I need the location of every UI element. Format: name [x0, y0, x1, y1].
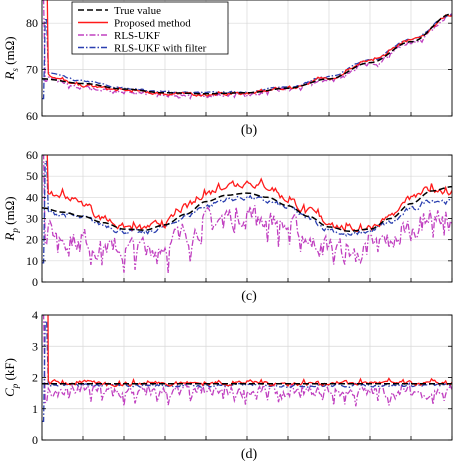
panel-label: (d) [241, 447, 258, 462]
series-line-rls-ukf-with-filter [42, 14, 452, 100]
series-line-rls-ukf [42, 0, 452, 101]
series-group [42, 315, 452, 422]
y-axis-label: Rp (mΩ) [2, 196, 20, 241]
y-tick-label: 60 [26, 148, 38, 162]
panel-label: (b) [241, 123, 258, 138]
series-line-proposed-method [46, 155, 452, 233]
panel-label: (c) [241, 289, 257, 304]
series-line-proposed-method [46, 0, 452, 97]
y-tick-label: 50 [26, 169, 38, 183]
series-line-true-value [42, 186, 452, 232]
legend-label: RLS-UKF with filter [114, 43, 207, 55]
y-tick-label: 80 [26, 16, 38, 30]
legend-label: True value [114, 5, 161, 17]
legend-label: RLS-UKF [114, 30, 160, 42]
y-tick-label: 0 [32, 433, 38, 447]
y-tick-label: 4 [32, 308, 38, 322]
y-tick-label: 30 [26, 212, 38, 226]
series-group [42, 0, 452, 101]
panel-2: 0 10 20 30 40 50 60 Rp (mΩ) (c) [2, 148, 453, 304]
y-axis-label: Rs (mΩ) [2, 36, 20, 80]
y-tick-label: 1 [32, 402, 38, 416]
y-tick-label: 40 [26, 190, 38, 204]
y-axis-label: Cp (kF) [2, 358, 20, 397]
y-tick-label: 10 [26, 254, 38, 268]
y-tick-label: 3 [32, 339, 38, 353]
y-tick-label: 60 [26, 109, 38, 123]
y-tick-label: 2 [32, 371, 38, 385]
series-line-rls-ukf-with-filter [42, 320, 452, 422]
series-line-rls-ukf-with-filter [42, 160, 452, 264]
y-tick-label: 20 [26, 233, 38, 247]
series-line-rls-ukf [42, 315, 452, 407]
y-tick-label: 70 [26, 63, 38, 77]
y-tick-label: 0 [32, 275, 38, 289]
series-group [42, 155, 452, 274]
legend-label: Proposed method [114, 18, 191, 30]
panel-3: 0 1 2 3 4 Cp (kF) (d) [2, 308, 453, 462]
